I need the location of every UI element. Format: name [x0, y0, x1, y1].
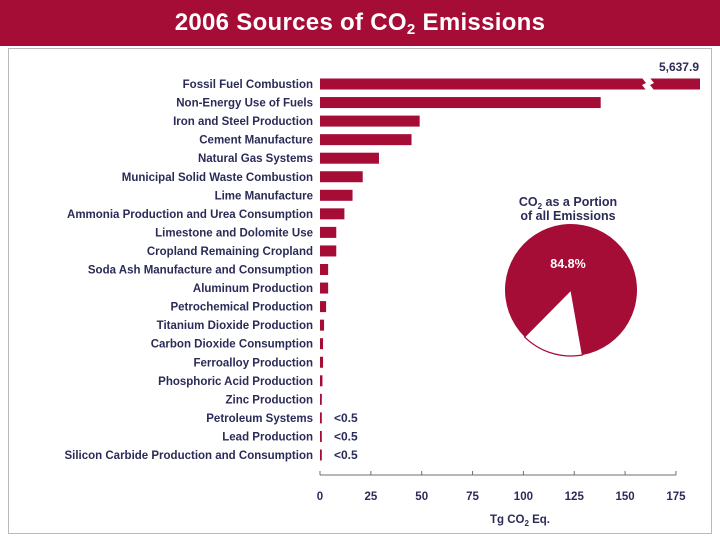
bar: [320, 78, 700, 90]
bar: [320, 208, 345, 220]
x-tick-label: 25: [364, 491, 377, 503]
pie-slice-other: [523, 288, 584, 357]
bar: [320, 319, 325, 331]
category-label: Titanium Dioxide Production: [157, 320, 313, 332]
pie-value-label: 84.8%: [550, 257, 585, 271]
category-label: Iron and Steel Production: [173, 116, 313, 128]
bar: [320, 134, 412, 146]
bar: [320, 226, 337, 238]
bar: [320, 338, 324, 350]
x-tick-label: 150: [616, 491, 635, 503]
data-label: <0.5: [334, 448, 358, 462]
chart-panel: [8, 48, 712, 534]
category-label: Cropland Remaining Cropland: [147, 246, 313, 258]
chart-title: 2006 Sources of CO2 Emissions: [0, 0, 720, 46]
x-tick-label: 100: [514, 491, 533, 503]
bar: [320, 393, 322, 405]
chart-title-prefix: 2006 Sources of CO: [174, 9, 407, 36]
category-label: Silicon Carbide Production and Consumpti…: [64, 450, 313, 462]
category-label: Fossil Fuel Combustion: [183, 79, 313, 91]
category-label: Non-Energy Use of Fuels: [176, 98, 313, 110]
bar: [320, 152, 379, 164]
category-label: Municipal Solid Waste Combustion: [122, 172, 313, 184]
bar: [320, 245, 337, 257]
category-label: Aluminum Production: [193, 283, 313, 295]
data-label: <0.5: [334, 411, 358, 425]
bar: [320, 282, 329, 294]
category-label: Petroleum Systems: [206, 413, 313, 425]
x-tick-label: 175: [666, 491, 686, 503]
bar: [320, 375, 323, 387]
category-label: Ammonia Production and Urea Consumption: [67, 209, 313, 221]
x-axis-title: Tg CO2 Eq.: [490, 514, 550, 528]
x-tick-label: 0: [317, 491, 323, 503]
category-label: Lead Production: [222, 431, 313, 443]
data-label: <0.5: [334, 429, 358, 443]
pie-title-line1: CO2 as a Portion: [519, 195, 617, 211]
category-label: Soda Ash Manufacture and Consumption: [88, 265, 313, 277]
title-bar: [0, 0, 720, 46]
pie-title-line2: of all Emissions: [520, 209, 615, 223]
bar: [320, 115, 420, 127]
x-tick-label: 125: [565, 491, 585, 503]
bar: [320, 301, 327, 313]
category-label: Ferroalloy Production: [194, 357, 314, 369]
category-label: Cement Manufacture: [199, 135, 313, 147]
category-label: Petrochemical Production: [170, 302, 313, 314]
category-label: Carbon Dioxide Consumption: [151, 339, 313, 351]
bar: [320, 189, 353, 201]
bar: [320, 97, 601, 109]
category-label: Natural Gas Systems: [198, 153, 313, 165]
chart-title-suffix: Emissions: [415, 9, 546, 36]
x-tick-label: 50: [415, 491, 428, 503]
data-label: 5,637.9: [659, 60, 699, 74]
category-label: Limestone and Dolomite Use: [155, 227, 313, 239]
category-label: Zinc Production: [225, 394, 313, 406]
bar: [320, 430, 322, 442]
bar: [320, 356, 324, 368]
axis-break-mark: [640, 75, 656, 93]
category-label: Phosphoric Acid Production: [158, 376, 313, 388]
category-label: Lime Manufacture: [215, 190, 313, 202]
bar: [320, 171, 363, 183]
bar: [320, 449, 322, 461]
bar: [320, 412, 322, 424]
bar: [320, 264, 329, 275]
chart-title-subscript: 2: [406, 21, 416, 38]
x-tick-label: 75: [466, 491, 479, 503]
